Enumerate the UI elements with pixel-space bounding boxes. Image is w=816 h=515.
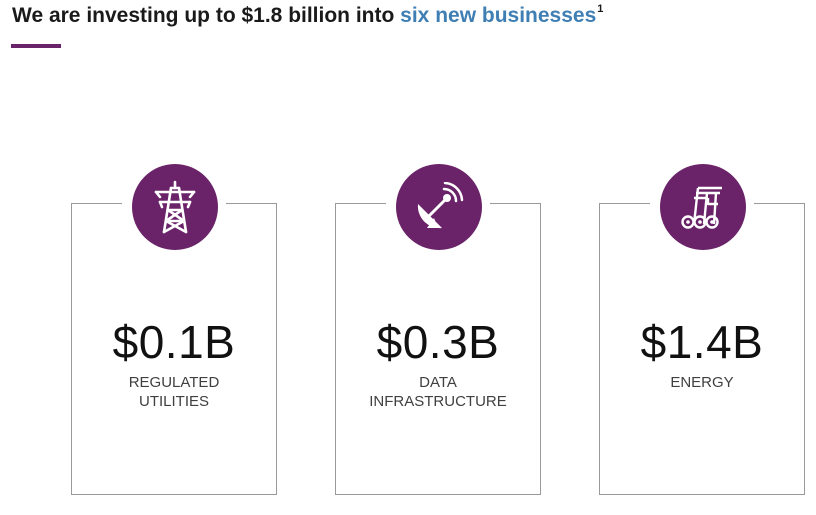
card-border-segment — [226, 203, 276, 204]
card-border-segment — [490, 203, 540, 204]
investment-label: REGULATED UTILITIES — [72, 373, 276, 411]
title-underline — [11, 44, 61, 48]
page-title: We are investing up to $1.8 billion into… — [12, 3, 604, 28]
power-tower-icon — [154, 180, 196, 234]
investment-label: ENERGY — [600, 373, 804, 392]
card-border-segment — [72, 203, 122, 204]
investment-amount: $0.3B — [376, 316, 500, 368]
icon-badge — [396, 164, 482, 250]
investment-label-line: ENERGY — [670, 374, 734, 391]
icon-badge — [132, 164, 218, 250]
title-text: We are investing up to $1.8 billion into — [12, 4, 401, 27]
investment-amount: $0.1B — [112, 316, 236, 368]
pipeline-icon — [681, 186, 722, 229]
investment-label-line: DATA — [419, 374, 457, 391]
satellite-dish-icon — [417, 182, 464, 229]
card-border-segment — [336, 203, 386, 204]
icon-badge — [660, 164, 746, 250]
title-highlight: six new businesses — [400, 4, 597, 27]
investment-card-regulated-utilities: $0.1B REGULATED UTILITIES — [71, 164, 277, 495]
investment-label: DATA INFRASTRUCTURE — [336, 373, 540, 411]
investment-amount: $1.4B — [640, 316, 764, 368]
title-footnote: 1 — [597, 3, 604, 15]
investment-label-line: UTILITIES — [138, 393, 209, 410]
card-border-segment — [754, 203, 804, 204]
investment-card-data-infrastructure: $0.3B DATA INFRASTRUCTURE — [335, 164, 541, 495]
card-border-segment — [600, 203, 650, 204]
investment-label-line: REGULATED — [128, 374, 220, 391]
investment-label-line: INFRASTRUCTURE — [369, 393, 507, 410]
investment-card-energy: $1.4B ENERGY — [599, 164, 805, 495]
